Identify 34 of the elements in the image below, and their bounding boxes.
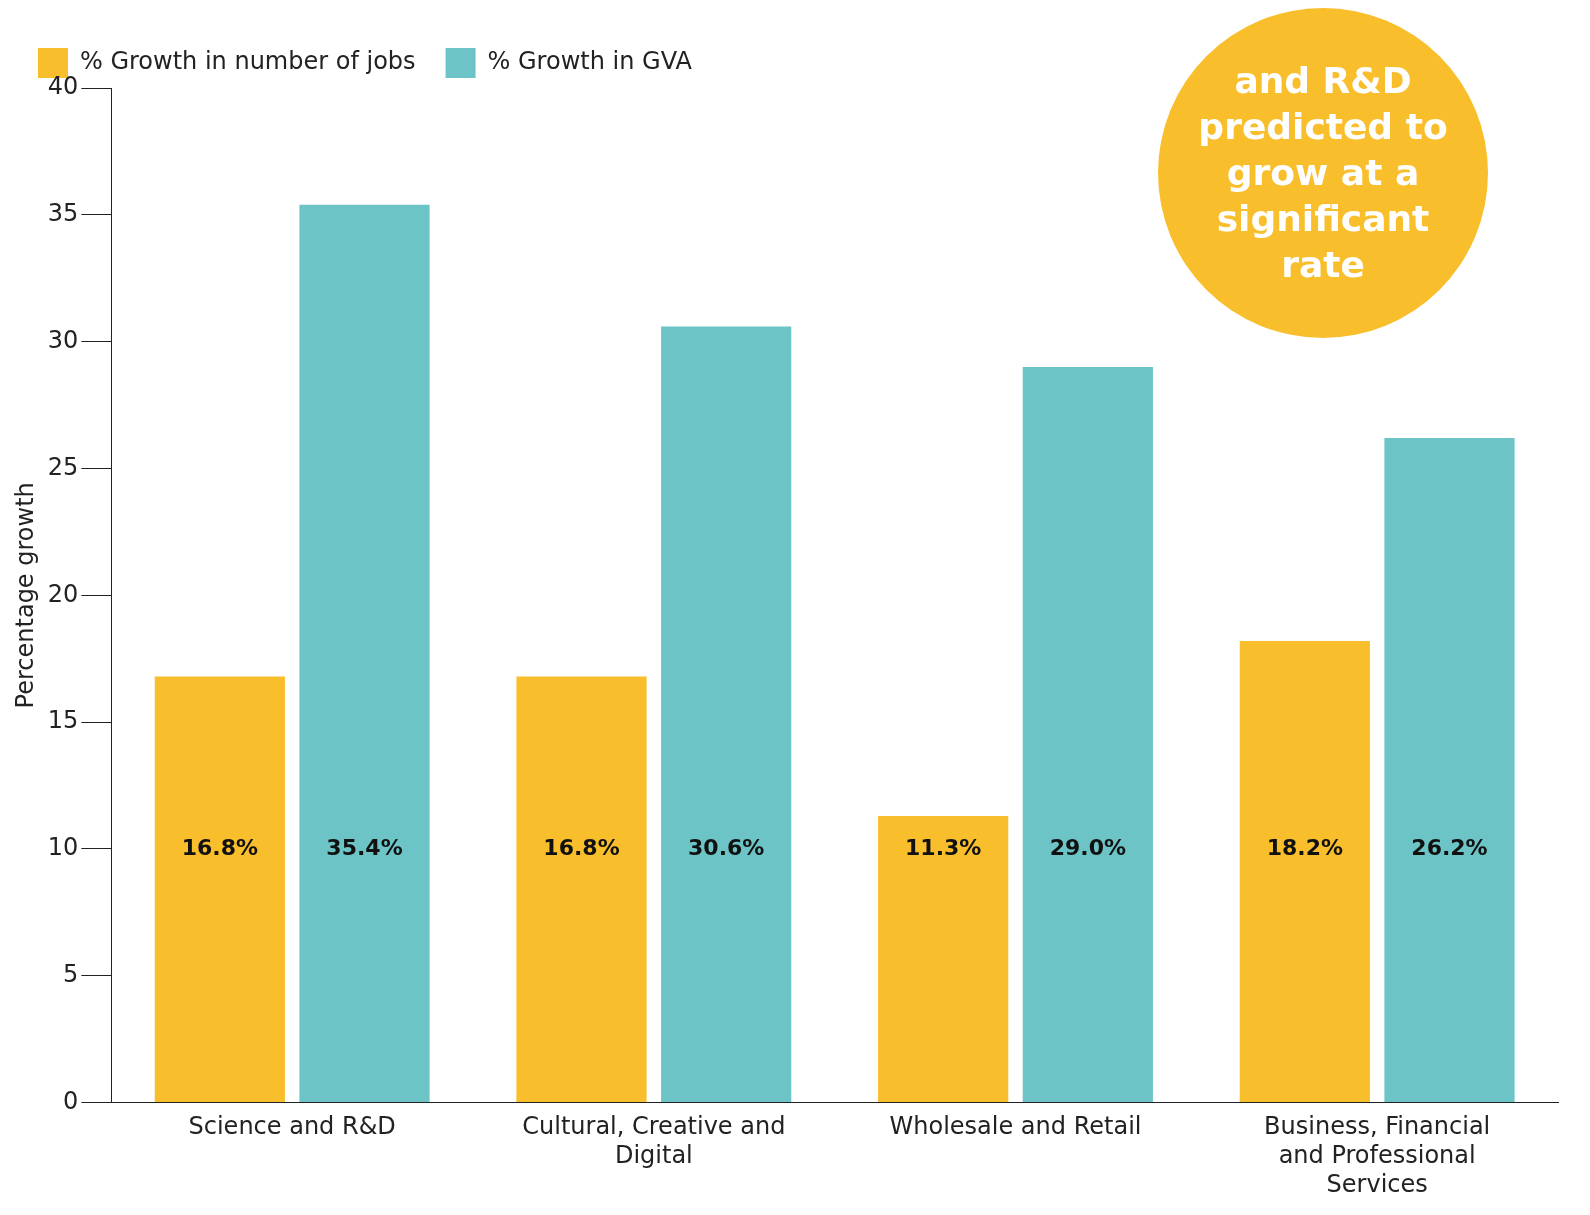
y-tick-label: 5 [63, 960, 79, 989]
x-tick-label: Wholesale and Retail [889, 1112, 1142, 1141]
y-tick-label: 0 [63, 1086, 79, 1115]
data-label: 35.4% [326, 834, 403, 860]
bar [154, 676, 285, 1103]
legend-label: % Growth in number of jobs [80, 47, 416, 76]
y-tick-label: 40 [47, 72, 79, 101]
data-label: 26.2% [1411, 834, 1488, 860]
y-tick-label: 35 [47, 199, 79, 228]
callout-circle: and R&D predicted to grow at a significant rate [1158, 8, 1488, 338]
bar [1022, 367, 1153, 1103]
bar [1239, 640, 1370, 1103]
data-label: 16.8% [181, 834, 258, 860]
y-tick-label: 30 [47, 325, 79, 354]
y-tick-label: 20 [47, 579, 79, 608]
legend-label: % Growth in GVA [487, 47, 693, 76]
y-tick-label: 10 [47, 833, 79, 862]
x-tick-label: Business, Financial and Professional Services [1264, 1112, 1491, 1198]
data-label: 11.3% [905, 834, 982, 860]
data-label: 18.2% [1266, 834, 1343, 860]
x-tick-label: Cultural, Creative and Digital [522, 1112, 786, 1170]
data-label: 29.0% [1049, 834, 1126, 860]
bar [878, 815, 1009, 1103]
bar [661, 326, 792, 1103]
bar [1384, 438, 1515, 1103]
annotation: and R&D predicted to grow at a significant rate [1197, 59, 1449, 287]
bar [516, 676, 647, 1103]
y-tick-label: 25 [47, 452, 79, 481]
data-label: 16.8% [543, 834, 620, 860]
x-tick-label: Science and R&D [188, 1112, 396, 1141]
y-axis-title: Percentage growth [10, 482, 39, 709]
y-tick-label: 15 [47, 706, 79, 735]
bar [299, 204, 430, 1103]
data-label: 30.6% [688, 834, 765, 860]
